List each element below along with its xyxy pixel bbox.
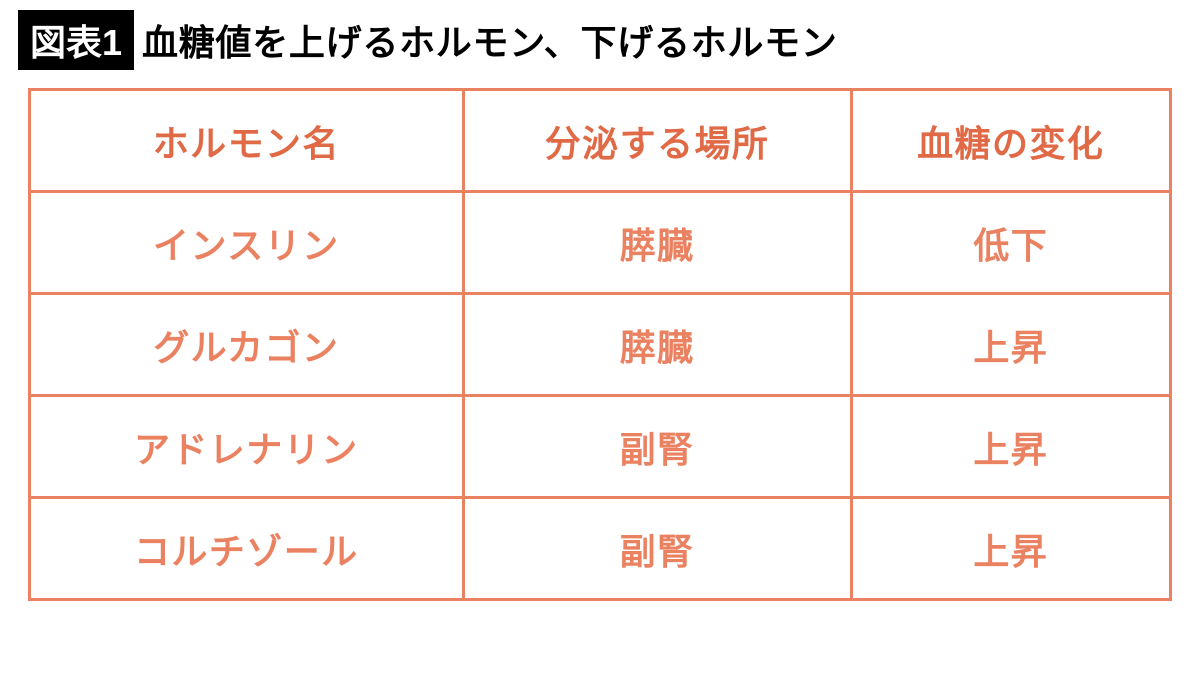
table-cell: 上昇 [851, 396, 1170, 498]
table-cell: 副腎 [463, 396, 851, 498]
table-cell: 上昇 [851, 294, 1170, 396]
figure-badge: 図表1 [18, 10, 134, 70]
table-cell: グルカゴン [30, 294, 464, 396]
table-row: インスリン 膵臓 低下 [30, 192, 1171, 294]
table-cell: 膵臓 [463, 294, 851, 396]
table-header-cell: 血糖の変化 [851, 90, 1170, 192]
table-cell: アドレナリン [30, 396, 464, 498]
table-cell: コルチゾール [30, 498, 464, 600]
table-cell: 上昇 [851, 498, 1170, 600]
table-row: グルカゴン 膵臓 上昇 [30, 294, 1171, 396]
table-cell: 膵臓 [463, 192, 851, 294]
hormone-table: ホルモン名 分泌する場所 血糖の変化 インスリン 膵臓 低下 グルカゴン 膵臓 … [28, 88, 1172, 601]
table-cell: 副腎 [463, 498, 851, 600]
figure-title-row: 図表1 血糖値を上げるホルモン、下げるホルモン [10, 10, 1190, 70]
table-container: ホルモン名 分泌する場所 血糖の変化 インスリン 膵臓 低下 グルカゴン 膵臓 … [10, 88, 1190, 601]
table-cell: 低下 [851, 192, 1170, 294]
table-row: コルチゾール 副腎 上昇 [30, 498, 1171, 600]
table-cell: インスリン [30, 192, 464, 294]
table-header-cell: ホルモン名 [30, 90, 464, 192]
table-header-cell: 分泌する場所 [463, 90, 851, 192]
table-header-row: ホルモン名 分泌する場所 血糖の変化 [30, 90, 1171, 192]
table-row: アドレナリン 副腎 上昇 [30, 396, 1171, 498]
figure-title: 血糖値を上げるホルモン、下げるホルモン [142, 14, 838, 66]
